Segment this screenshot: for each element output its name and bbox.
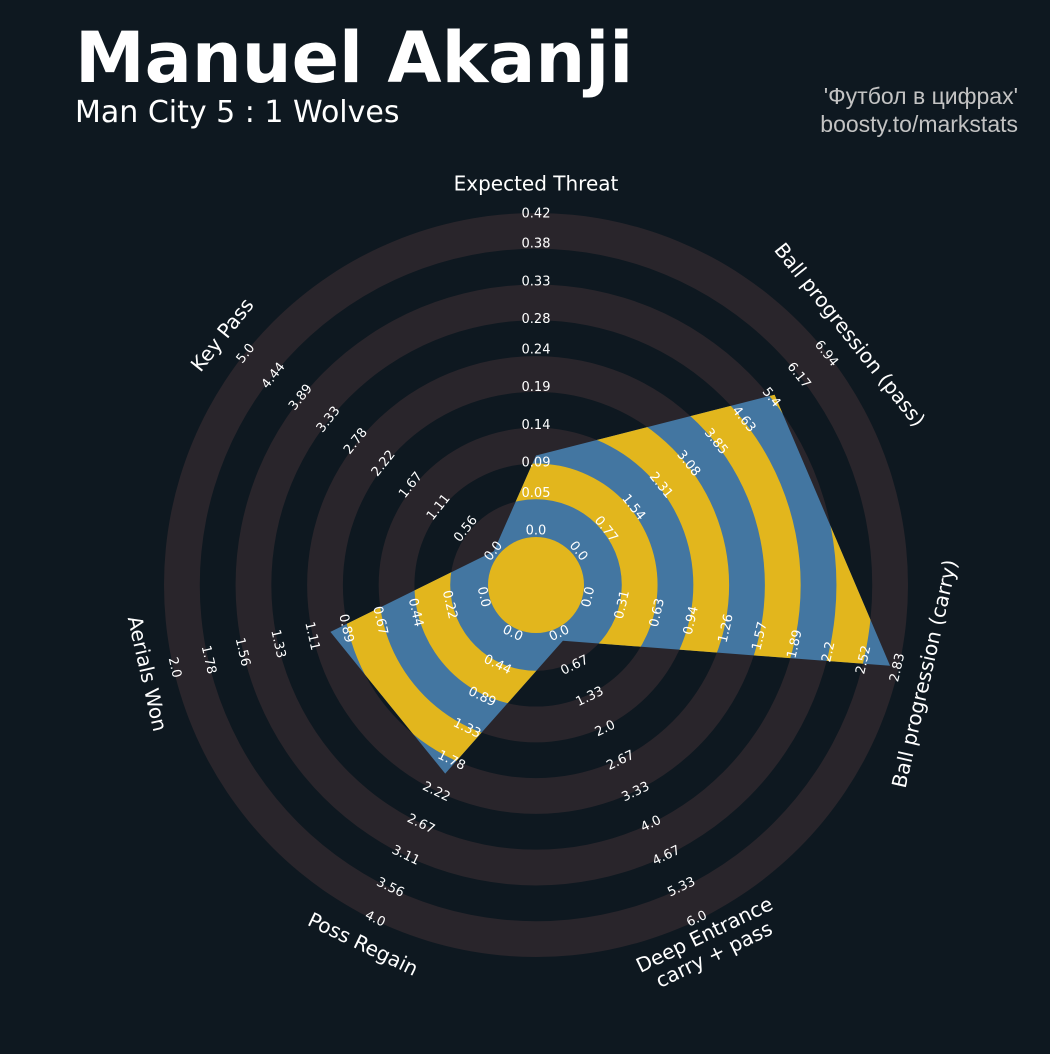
tick-label: 0.19	[522, 380, 551, 395]
tick-label: 2.0	[165, 656, 184, 680]
credit: 'Футбол в цифрах'	[824, 83, 1018, 109]
tick-label: 0.24	[522, 342, 551, 357]
tick-label: 2.83	[887, 652, 908, 684]
tick-label: 1.56	[232, 636, 253, 668]
tick-label: 0.94	[681, 605, 702, 637]
tick-label: 0.63	[647, 597, 668, 629]
tick-label: 1.78	[198, 644, 219, 676]
tick-label: 0.44	[405, 597, 426, 629]
param-label: Expected Threat	[454, 172, 619, 196]
chart-title: Manuel Akanji	[75, 17, 633, 99]
tick-label: 0.0	[579, 585, 598, 609]
tick-label: 2.52	[853, 644, 874, 676]
tick-label: 2.2	[819, 640, 838, 664]
tick-label: 0.38	[522, 237, 551, 252]
tick-label: 1.57	[750, 620, 771, 652]
tick-label: 0.42	[522, 207, 551, 222]
tick-label: 0.05	[522, 486, 551, 501]
tick-label: 0.22	[439, 589, 460, 621]
tick-label: 0.31	[612, 589, 633, 621]
tick-label: 0.0	[474, 585, 493, 609]
tick-label: 1.11	[301, 620, 322, 652]
credit: boosty.to/markstats	[820, 111, 1018, 137]
tick-label: 0.0	[526, 524, 547, 539]
inner-circle	[488, 537, 584, 633]
tick-label: 0.14	[522, 418, 551, 433]
tick-label: 0.89	[335, 613, 356, 645]
tick-label: 0.28	[522, 312, 551, 327]
tick-label: 1.33	[267, 628, 288, 660]
tick-label: 1.26	[716, 613, 737, 645]
chart-subtitle: Man City 5 : 1 Wolves	[75, 95, 399, 130]
tick-label: 0.33	[522, 274, 551, 289]
tick-label: 1.89	[785, 628, 806, 660]
tick-label: 0.67	[369, 605, 390, 637]
tick-label: 0.09	[522, 456, 551, 471]
